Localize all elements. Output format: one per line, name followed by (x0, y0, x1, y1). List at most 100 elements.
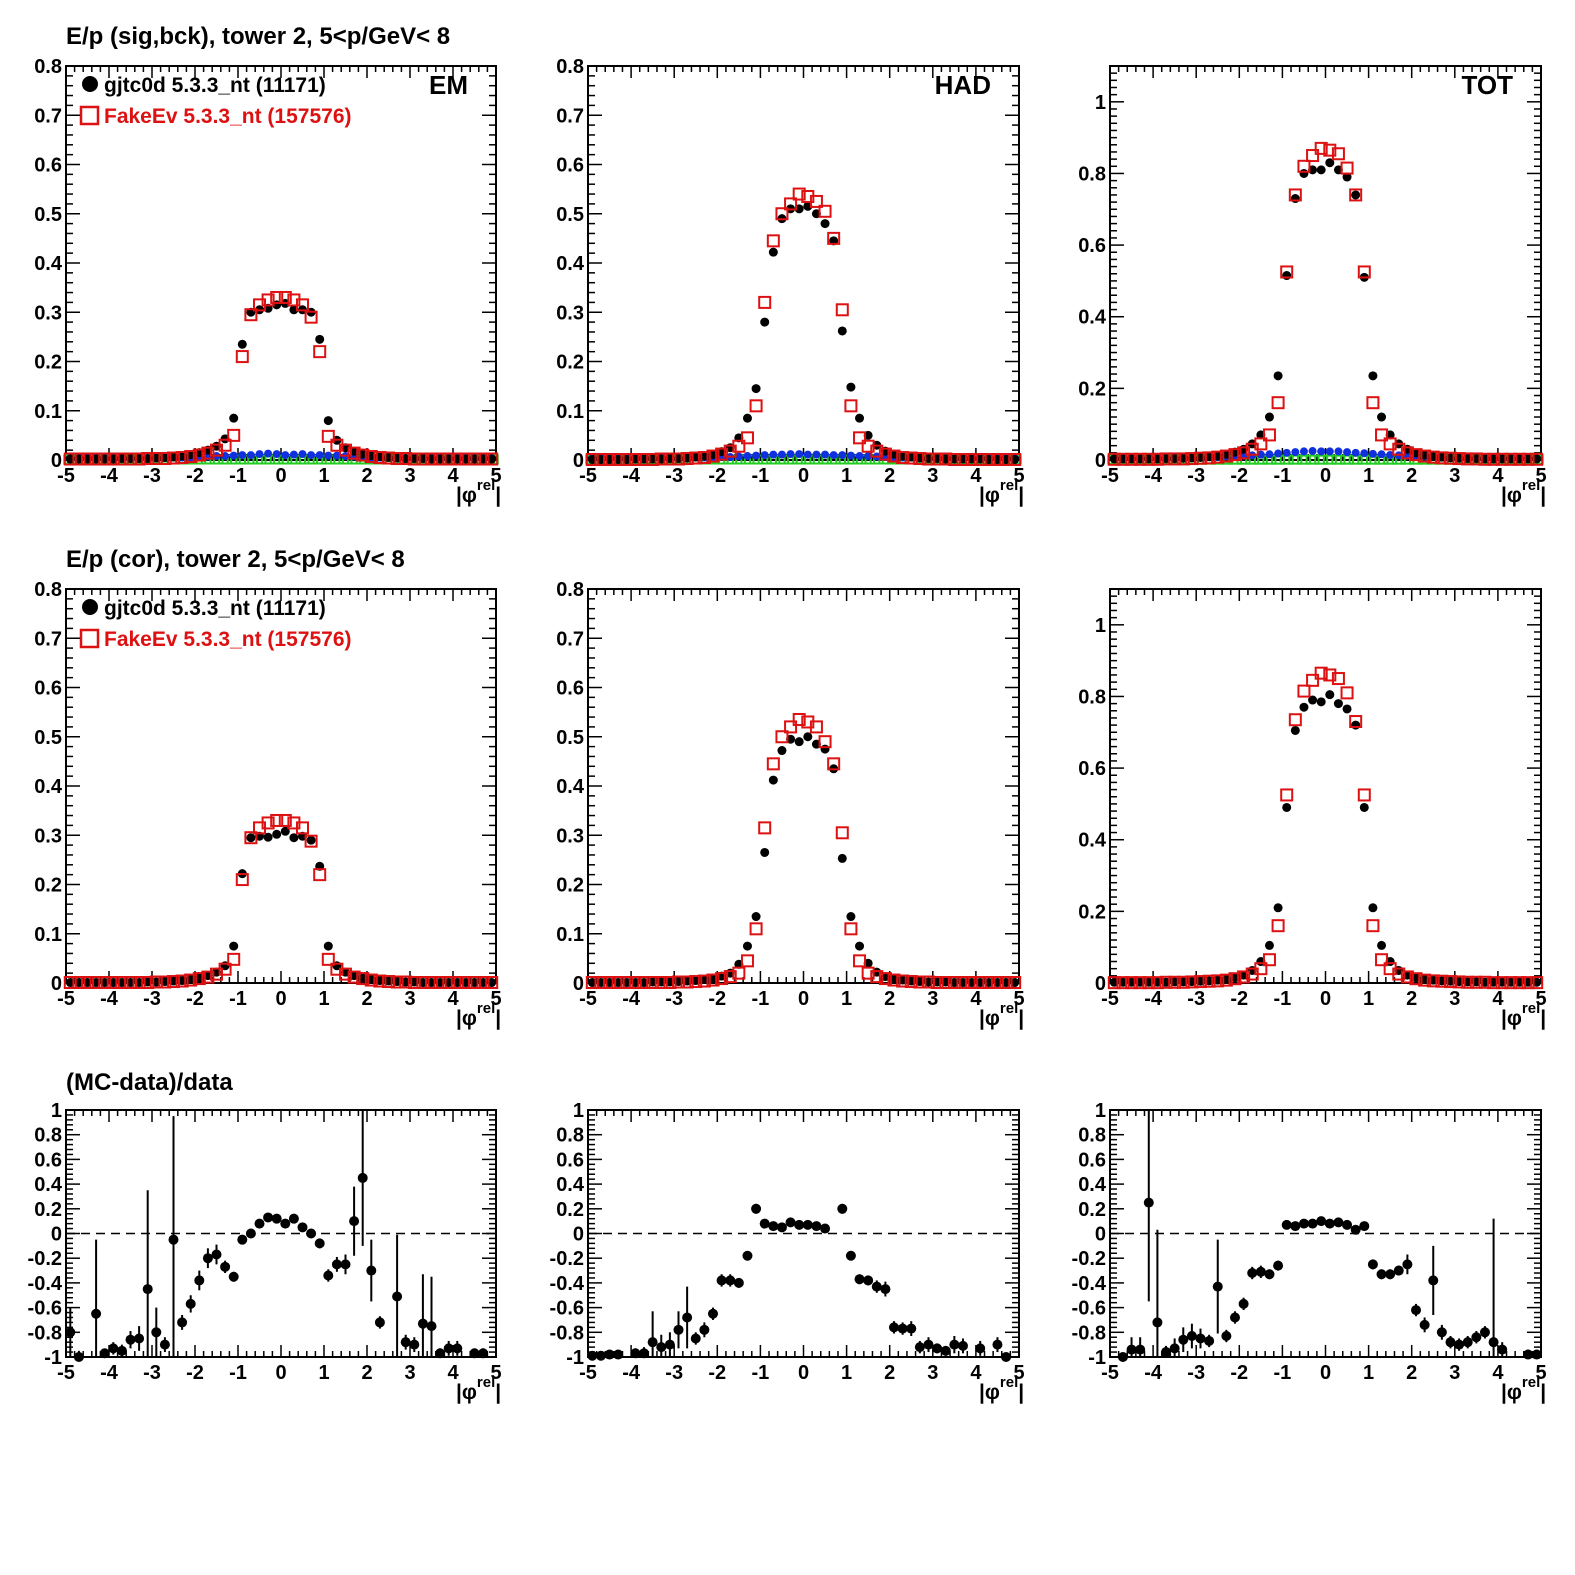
data-point (1402, 1259, 1413, 1270)
mc-point (235, 350, 249, 364)
data-point (315, 334, 325, 344)
data-point (254, 1218, 265, 1229)
mc-point (399, 975, 413, 989)
data-point (725, 1275, 736, 1286)
x-tick-label: 4 (447, 988, 459, 1010)
data-point (1325, 690, 1335, 700)
data-point (855, 413, 865, 423)
mc-point (1443, 975, 1457, 989)
x-tick-label: 0 (275, 465, 286, 487)
mc-point (939, 452, 953, 466)
legend-mc-marker (79, 628, 100, 649)
data-point (846, 382, 856, 392)
mc-point (965, 976, 979, 990)
data-point (108, 1343, 119, 1354)
mc-point (1194, 451, 1208, 465)
mc-point (672, 975, 686, 989)
y-tick-label: 0.2 (1078, 901, 1106, 923)
data-point (1290, 725, 1300, 735)
mc-point (1512, 452, 1526, 466)
data-point (690, 1333, 701, 1344)
data-point (443, 1343, 454, 1354)
mc-point (1435, 974, 1449, 988)
mc-point (63, 452, 77, 466)
x-tick-label: 0 (1320, 1362, 1331, 1384)
data-point (151, 1327, 162, 1338)
mc-point (459, 976, 473, 990)
mc-point (1349, 188, 1363, 202)
x-tick-label: -3 (665, 988, 683, 1010)
mc-point (476, 452, 490, 466)
panels: -5 -4 -3 -2 -1 0 1 2 3 4 5 0 0.1 0.2 0.3 0.4 0.5 0.6 0.7 0.… (28, 56, 1547, 1404)
mc-point (732, 439, 746, 453)
y-tick-label: 0.8 (1078, 163, 1106, 185)
mc-point (1202, 974, 1216, 988)
mc-point (1237, 446, 1251, 460)
data-point (768, 247, 778, 257)
x-tick-label: 1 (1363, 988, 1374, 1010)
data-point (1359, 802, 1369, 812)
data-point (1368, 903, 1378, 913)
mc-point (792, 713, 806, 727)
y-tick-label: 0.5 (556, 727, 584, 749)
legend-sig-bck: gjtc0d 5.3.3_nt (11171) FakeEv 5.3.3_nt … (79, 74, 352, 128)
data-point (707, 1308, 718, 1319)
mc-point (468, 452, 481, 466)
x-tick-label: 5 (1013, 988, 1024, 1010)
x-tick-label: -1 (752, 1362, 770, 1384)
bck-data-point (1256, 450, 1265, 459)
x-tick-label: 3 (404, 988, 415, 1010)
data-point (639, 1348, 650, 1359)
mc-point (218, 438, 232, 452)
y-tick-label: 0.6 (556, 1149, 584, 1171)
mc-point (1314, 141, 1328, 155)
mc-point (416, 452, 430, 466)
y-tick-label: 0.4 (34, 253, 63, 275)
x-tick-label: -2 (1230, 465, 1248, 487)
x-tick-label: 3 (1449, 988, 1460, 1010)
mc-point (697, 974, 711, 988)
bck-mc-point (1305, 454, 1320, 465)
data-point (837, 326, 847, 336)
data-point (271, 1213, 282, 1224)
mc-point (999, 453, 1013, 467)
bck-data-point (743, 452, 752, 461)
x-tick-label: -3 (143, 988, 161, 1010)
mc-point (141, 452, 155, 466)
data-point (1367, 1259, 1378, 1270)
y-tick-label: 0.4 (1078, 1174, 1107, 1196)
mc-point (81, 976, 94, 990)
panel: -5 -4 -3 -2 -1 0 1 2 3 4 5-1-0.8-0.6-0.4-0.200.20.… (550, 1100, 1025, 1404)
mc-point (1426, 974, 1440, 988)
x-tick-label: 2 (884, 465, 895, 487)
mc-point (1116, 452, 1130, 466)
mc-point (1008, 976, 1022, 990)
data-point (202, 1253, 213, 1264)
bck-data-point (838, 451, 847, 460)
mc-point (1495, 976, 1509, 990)
bck-data-point (1282, 448, 1291, 457)
mc-point (1418, 973, 1432, 987)
data-point (306, 835, 316, 845)
mc-point (296, 298, 309, 312)
data-point (426, 1321, 437, 1332)
x-tick-label: -5 (57, 988, 75, 1010)
mc-point (947, 976, 961, 990)
mc-point (1280, 265, 1294, 279)
y-tick-label: 0 (51, 1224, 62, 1246)
mc-point (1288, 188, 1302, 202)
mc-point (1357, 788, 1371, 802)
mc-point (1392, 442, 1406, 456)
x-tick-label: -4 (100, 988, 119, 1010)
mc-point (1418, 449, 1432, 463)
mc-point (1176, 452, 1190, 466)
mc-point (620, 453, 634, 467)
mc-point (261, 293, 275, 307)
data-point (237, 339, 247, 349)
mc-point (1211, 974, 1225, 988)
panel-label: EM (429, 70, 468, 100)
data-point (1117, 1352, 1128, 1362)
data-point (760, 847, 770, 857)
y-tick-label: -0.8 (28, 1322, 62, 1344)
